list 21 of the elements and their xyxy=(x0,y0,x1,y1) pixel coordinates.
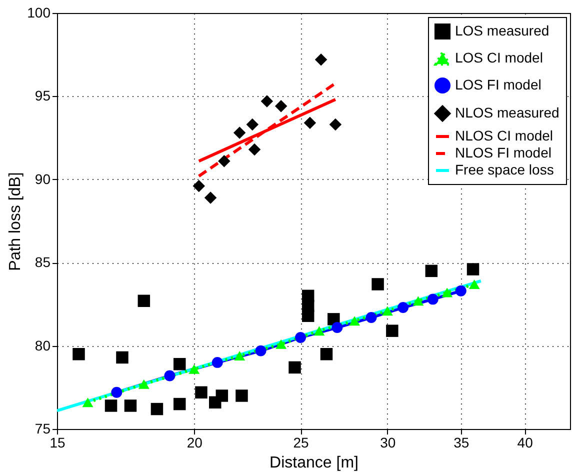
y-axis-title: Path loss [dB] xyxy=(7,172,24,271)
legend-label: LOS CI model xyxy=(455,50,543,66)
y-tick-label: 75 xyxy=(34,420,51,436)
y-tick-label: 85 xyxy=(34,254,51,270)
legend-label: Free space loss xyxy=(455,162,554,178)
legend-label: LOS measured xyxy=(455,22,550,38)
legend-label: NLOS FI model xyxy=(455,144,552,160)
y-tick-label: 95 xyxy=(34,88,51,104)
legend-label: NLOS measured xyxy=(455,104,560,120)
x-tick-label: 40 xyxy=(517,434,534,450)
x-tick-label: 20 xyxy=(186,434,203,450)
x-tick-label: 30 xyxy=(380,434,396,450)
x-axis-title: Distance [m] xyxy=(270,454,358,472)
x-tick-label: 35 xyxy=(454,434,470,450)
y-tick-label: 100 xyxy=(27,4,51,20)
legend-label: NLOS CI model xyxy=(455,128,554,144)
y-tick-label: 80 xyxy=(34,337,51,354)
x-tick-label: 15 xyxy=(50,434,66,450)
x-tick-label: 25 xyxy=(293,434,310,450)
y-tick-label: 90 xyxy=(34,170,51,187)
legend-label: LOS FI model xyxy=(455,76,542,92)
